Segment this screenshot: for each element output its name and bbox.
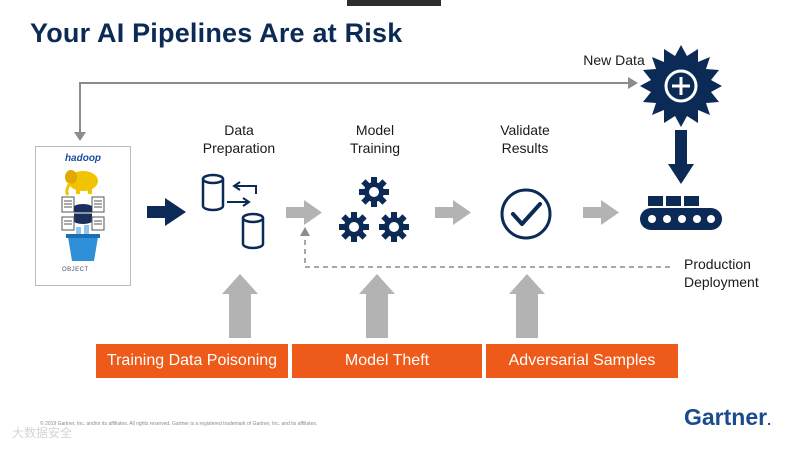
conveyor-belt-icon bbox=[640, 196, 722, 230]
hadoop-logo-text: hadoop bbox=[64, 153, 102, 164]
stage-label-new-data: New Data bbox=[583, 52, 645, 68]
deploy-down-arrow bbox=[668, 130, 694, 184]
checkmark-circle-icon bbox=[500, 188, 552, 240]
bucket-icon bbox=[66, 225, 100, 261]
risk-box-poisoning: Training Data Poisoning bbox=[96, 344, 288, 378]
risk-box-adversarial: Adversarial Samples bbox=[486, 344, 678, 378]
gartner-logo: Gartner. bbox=[684, 404, 771, 430]
watermark: 大数据安全 bbox=[12, 426, 73, 440]
risk-box-model-theft: Model Theft bbox=[292, 344, 482, 378]
new-data-gear-icon bbox=[640, 45, 722, 127]
loop-arrowhead-down bbox=[74, 132, 86, 141]
flow-arrow-2 bbox=[435, 200, 471, 225]
new-data-loop-line bbox=[79, 82, 630, 138]
dashed-arrowhead-up bbox=[300, 227, 310, 236]
stage-label-production-deployment: Production Deployment bbox=[684, 256, 759, 290]
slide-title: Your AI Pipelines Are at Risk bbox=[30, 18, 403, 48]
database-icon bbox=[201, 173, 265, 250]
flow-arrow-3 bbox=[583, 200, 619, 225]
flow-arrow-1 bbox=[286, 200, 322, 225]
sync-arrows-icon bbox=[227, 181, 257, 207]
gartner-logo-text: Gartner bbox=[684, 404, 768, 430]
gears-icon bbox=[339, 177, 409, 242]
elephant-icon bbox=[65, 170, 98, 196]
source-arrow bbox=[147, 198, 186, 226]
loop-arrowhead-right bbox=[628, 77, 638, 89]
stage-label-data-preparation: Data Preparation bbox=[202, 122, 276, 156]
data-source-icons bbox=[61, 170, 105, 261]
stage-label-model-training: Model Training bbox=[349, 122, 401, 156]
risk-arrow-poisoning bbox=[222, 274, 258, 338]
footer-copyright: © 2019 Gartner, Inc. and/or its affiliat… bbox=[40, 421, 318, 427]
bucket-label: OBJECT bbox=[62, 267, 89, 273]
stage-label-validate-results: Validate Results bbox=[500, 122, 550, 156]
data-source-card: hadoop bbox=[35, 146, 131, 286]
risk-arrow-theft bbox=[359, 274, 395, 338]
document-icon bbox=[61, 216, 105, 231]
production-dashed-line bbox=[304, 232, 670, 268]
database-mini-icon bbox=[74, 204, 92, 224]
document-icon bbox=[61, 196, 105, 213]
top-bar bbox=[347, 0, 441, 6]
risk-arrow-adversarial bbox=[509, 274, 545, 338]
